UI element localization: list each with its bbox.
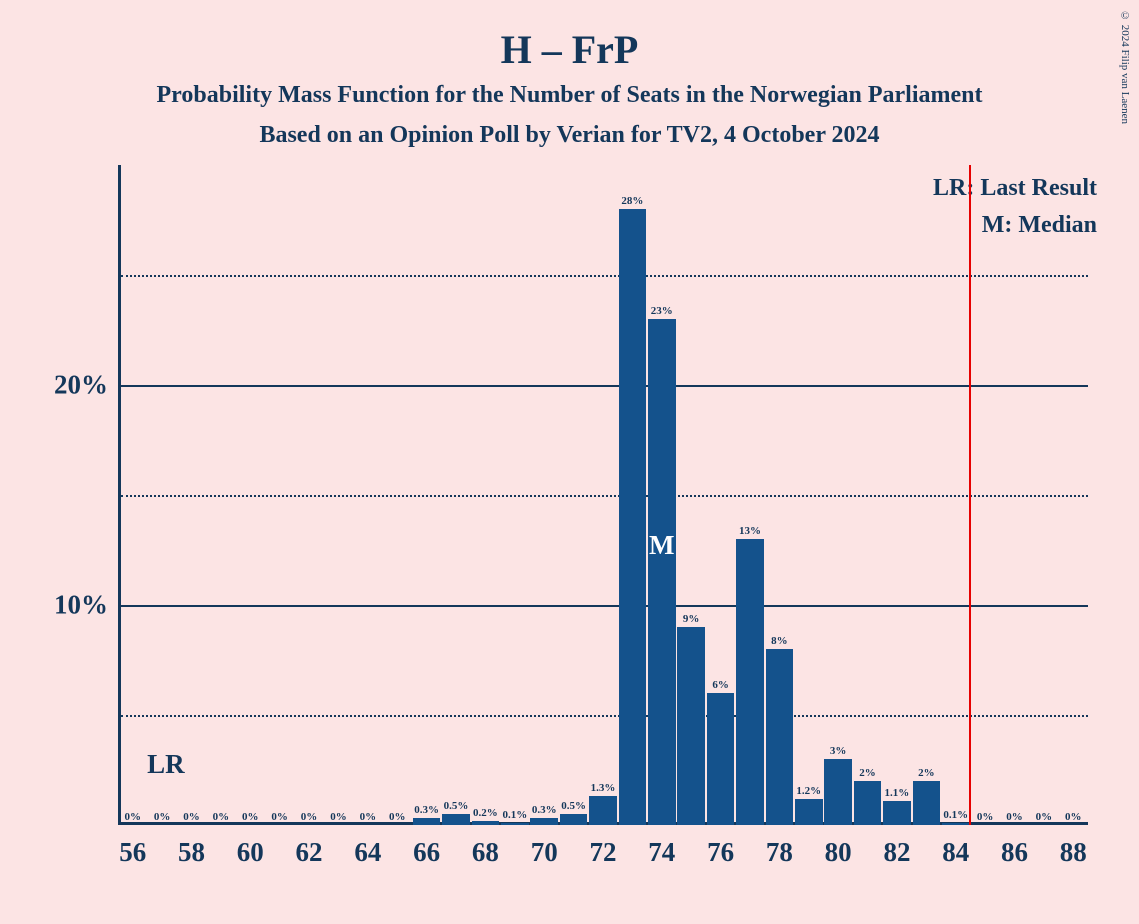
bar-label: 0.2% bbox=[473, 807, 498, 819]
bar-label: 0% bbox=[213, 811, 230, 823]
bar: 6% bbox=[707, 693, 735, 825]
chart-plot-area: 10%20%5658606264666870727476788082848688… bbox=[118, 165, 1088, 825]
chart-subtitle-1: Probability Mass Function for the Number… bbox=[0, 82, 1139, 109]
x-tick-label: 64 bbox=[354, 837, 381, 868]
bar-label: 23% bbox=[651, 305, 673, 317]
bar-label: 1.2% bbox=[796, 785, 821, 797]
x-tick-label: 56 bbox=[119, 837, 146, 868]
chart-subtitle-2: Based on an Opinion Poll by Verian for T… bbox=[0, 122, 1139, 149]
lr-marker: LR bbox=[147, 749, 185, 780]
bar-label: 0% bbox=[1006, 811, 1023, 823]
bar-label: 8% bbox=[771, 635, 788, 647]
gridline bbox=[121, 275, 1088, 277]
bar-label: 0.3% bbox=[414, 804, 439, 816]
bar-label: 0% bbox=[242, 811, 259, 823]
bar: 23% bbox=[648, 319, 676, 825]
x-tick-label: 60 bbox=[237, 837, 264, 868]
bar: 0.1% bbox=[501, 823, 529, 825]
bar-label: 0% bbox=[124, 811, 141, 823]
x-tick-label: 78 bbox=[766, 837, 793, 868]
bar: 28% bbox=[619, 209, 647, 825]
bar-label: 0% bbox=[1036, 811, 1053, 823]
bar-label: 0% bbox=[301, 811, 318, 823]
x-tick-label: 86 bbox=[1001, 837, 1028, 868]
majority-line bbox=[969, 165, 971, 825]
bar-label: 0% bbox=[330, 811, 347, 823]
bar-label: 2% bbox=[918, 767, 935, 779]
chart-title: H – FrP bbox=[0, 26, 1139, 73]
gridline bbox=[121, 495, 1088, 497]
bar-label: 0.5% bbox=[444, 800, 469, 812]
bar-label: 0% bbox=[183, 811, 200, 823]
bar: 0.5% bbox=[442, 814, 470, 825]
y-tick-label: 10% bbox=[54, 590, 108, 621]
bar-label: 0% bbox=[1065, 811, 1082, 823]
gridline bbox=[121, 605, 1088, 607]
gridline bbox=[121, 715, 1088, 717]
copyright-text: © 2024 Filip van Laenen bbox=[1119, 10, 1131, 124]
bar: 2% bbox=[854, 781, 882, 825]
bar: 2% bbox=[913, 781, 941, 825]
bar-label: 0.1% bbox=[502, 809, 527, 821]
bar: 1.1% bbox=[883, 801, 911, 825]
x-tick-label: 88 bbox=[1060, 837, 1087, 868]
y-tick-label: 20% bbox=[54, 370, 108, 401]
bar-label: 13% bbox=[739, 525, 761, 537]
bar: 1.3% bbox=[589, 796, 617, 825]
x-tick-label: 70 bbox=[531, 837, 558, 868]
bar: 0.1% bbox=[942, 823, 970, 825]
bar: 3% bbox=[824, 759, 852, 825]
bar-label: 3% bbox=[830, 745, 847, 757]
bar-label: 0% bbox=[154, 811, 171, 823]
bar: 0.5% bbox=[560, 814, 588, 825]
bar-label: 0% bbox=[977, 811, 994, 823]
bar: 1.2% bbox=[795, 799, 823, 825]
x-tick-label: 58 bbox=[178, 837, 205, 868]
bar: 8% bbox=[766, 649, 794, 825]
median-marker: M bbox=[649, 530, 674, 561]
bar-label: 0% bbox=[360, 811, 377, 823]
bar: 0.2% bbox=[472, 821, 500, 825]
bar-label: 0.5% bbox=[561, 800, 586, 812]
bar-label: 9% bbox=[683, 613, 700, 625]
bar-label: 0% bbox=[271, 811, 288, 823]
gridline bbox=[121, 385, 1088, 387]
bar: 0.3% bbox=[413, 818, 441, 825]
bar-label: 0.3% bbox=[532, 804, 557, 816]
bar-label: 1.3% bbox=[591, 782, 616, 794]
x-tick-label: 62 bbox=[296, 837, 323, 868]
bar-label: 6% bbox=[712, 679, 729, 691]
bar-label: 0% bbox=[389, 811, 406, 823]
x-tick-label: 84 bbox=[942, 837, 969, 868]
x-tick-label: 66 bbox=[413, 837, 440, 868]
bar-label: 0.1% bbox=[943, 809, 968, 821]
x-tick-label: 68 bbox=[472, 837, 499, 868]
x-tick-label: 82 bbox=[883, 837, 910, 868]
bar-label: 1.1% bbox=[885, 787, 910, 799]
bar-label: 28% bbox=[621, 195, 643, 207]
bar-label: 2% bbox=[859, 767, 876, 779]
x-tick-label: 76 bbox=[707, 837, 734, 868]
x-tick-label: 72 bbox=[590, 837, 617, 868]
bar: 9% bbox=[677, 627, 705, 825]
x-tick-label: 80 bbox=[825, 837, 852, 868]
x-tick-label: 74 bbox=[648, 837, 675, 868]
bar: 0.3% bbox=[530, 818, 558, 825]
bar: 13% bbox=[736, 539, 764, 825]
